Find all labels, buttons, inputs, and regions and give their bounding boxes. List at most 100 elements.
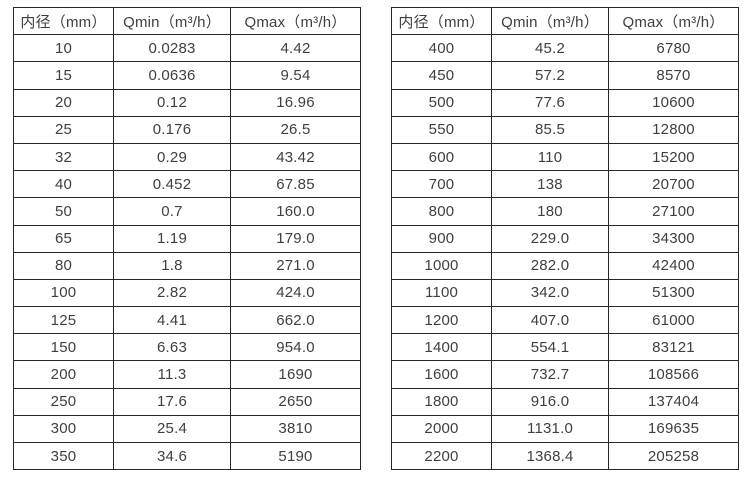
table-row: 900 229.0 34300 bbox=[391, 224, 739, 253]
header-row: 内径（mm） Qmin（m³/h） Qmax（m³/h） bbox=[13, 6, 361, 36]
qmin-cell: 1.19 bbox=[113, 224, 231, 253]
table-row: 200 11.3 1690 bbox=[13, 360, 361, 389]
qmax-cell: 2650 bbox=[230, 387, 361, 416]
diameter-cell: 40 bbox=[13, 170, 114, 199]
qmax-cell: 26.5 bbox=[230, 115, 361, 144]
table-row: 250 17.6 2650 bbox=[13, 387, 361, 416]
qmin-cell: 45.2 bbox=[491, 34, 609, 63]
diameter-cell: 250 bbox=[13, 387, 114, 416]
flow-table-large-diameters: 内径（mm） Qmin（m³/h） Qmax（m³/h） 400 45.2 6780 450… bbox=[391, 6, 739, 471]
diameter-cell: 1000 bbox=[391, 251, 492, 280]
flow-rate-tables: 内径（mm） Qmin（m³/h） Qmax（m³/h） 10 0.0283 4.42 15… bbox=[13, 6, 739, 471]
table-row: 32 0.29 43.42 bbox=[13, 142, 361, 172]
diameter-cell: 550 bbox=[391, 115, 492, 144]
qmin-cell: 732.7 bbox=[491, 360, 609, 389]
table-row: 15 0.0636 9.54 bbox=[13, 61, 361, 90]
diameter-cell: 25 bbox=[13, 115, 114, 144]
diameter-cell: 50 bbox=[13, 197, 114, 226]
diameter-cell: 1800 bbox=[391, 387, 492, 416]
qmin-cell: 0.0636 bbox=[113, 61, 231, 90]
qmax-cell: 83121 bbox=[608, 333, 739, 362]
qmin-cell: 916.0 bbox=[491, 387, 609, 416]
qmin-cell: 180 bbox=[491, 197, 609, 226]
table-row: 300 25.4 3810 bbox=[13, 414, 361, 444]
qmin-cell: 0.452 bbox=[113, 170, 231, 199]
qmax-cell: 61000 bbox=[608, 306, 739, 335]
qmax-cell: 12800 bbox=[608, 115, 739, 144]
table-row: 50 0.7 160.0 bbox=[13, 197, 361, 226]
diameter-cell: 300 bbox=[13, 414, 114, 444]
diameter-cell: 450 bbox=[391, 61, 492, 90]
table-row: 2000 1131.0 169635 bbox=[391, 414, 739, 444]
qmin-cell: 0.176 bbox=[113, 115, 231, 144]
diameter-cell: 1200 bbox=[391, 306, 492, 335]
qmin-cell: 1131.0 bbox=[491, 414, 609, 444]
diameter-cell: 65 bbox=[13, 224, 114, 253]
qmax-cell: 169635 bbox=[608, 414, 739, 444]
diameter-cell: 10 bbox=[13, 34, 114, 63]
qmin-cell: 2.82 bbox=[113, 278, 231, 308]
qmax-cell: 662.0 bbox=[230, 306, 361, 335]
qmax-cell: 51300 bbox=[608, 278, 739, 308]
qmin-cell: 0.12 bbox=[113, 88, 231, 117]
table-row: 40 0.452 67.85 bbox=[13, 170, 361, 199]
qmin-cell: 110 bbox=[491, 142, 609, 172]
qmax-cell: 205258 bbox=[608, 441, 739, 471]
table-row: 400 45.2 6780 bbox=[391, 34, 739, 63]
diameter-cell: 1400 bbox=[391, 333, 492, 362]
qmin-cell: 11.3 bbox=[113, 360, 231, 389]
qmax-cell: 34300 bbox=[608, 224, 739, 253]
column-header-qmax: Qmax（m³/h） bbox=[230, 6, 361, 36]
table-row: 1800 916.0 137404 bbox=[391, 387, 739, 416]
qmin-cell: 342.0 bbox=[491, 278, 609, 308]
diameter-cell: 700 bbox=[391, 170, 492, 199]
flow-table-small-diameters: 内径（mm） Qmin（m³/h） Qmax（m³/h） 10 0.0283 4.42 15… bbox=[13, 6, 361, 471]
diameter-cell: 20 bbox=[13, 88, 114, 117]
table-row: 550 85.5 12800 bbox=[391, 115, 739, 144]
qmin-cell: 25.4 bbox=[113, 414, 231, 444]
qmax-cell: 27100 bbox=[608, 197, 739, 226]
table-row: 80 1.8 271.0 bbox=[13, 251, 361, 280]
qmax-cell: 954.0 bbox=[230, 333, 361, 362]
table-row: 1200 407.0 61000 bbox=[391, 306, 739, 335]
qmax-cell: 5190 bbox=[230, 441, 361, 471]
qmax-cell: 42400 bbox=[608, 251, 739, 280]
table-row: 125 4.41 662.0 bbox=[13, 306, 361, 335]
table-row: 450 57.2 8570 bbox=[391, 61, 739, 90]
qmin-cell: 1.8 bbox=[113, 251, 231, 280]
table-row: 25 0.176 26.5 bbox=[13, 115, 361, 144]
qmax-cell: 3810 bbox=[230, 414, 361, 444]
diameter-cell: 100 bbox=[13, 278, 114, 308]
diameter-cell: 2000 bbox=[391, 414, 492, 444]
diameter-cell: 32 bbox=[13, 142, 114, 172]
column-header-qmin: Qmin（m³/h） bbox=[113, 6, 231, 36]
qmin-cell: 85.5 bbox=[491, 115, 609, 144]
qmax-cell: 108566 bbox=[608, 360, 739, 389]
diameter-cell: 1600 bbox=[391, 360, 492, 389]
diameter-cell: 200 bbox=[13, 360, 114, 389]
qmin-cell: 17.6 bbox=[113, 387, 231, 416]
qmax-cell: 15200 bbox=[608, 142, 739, 172]
diameter-cell: 1100 bbox=[391, 278, 492, 308]
diameter-cell: 500 bbox=[391, 88, 492, 117]
qmin-cell: 407.0 bbox=[491, 306, 609, 335]
qmin-cell: 0.29 bbox=[113, 142, 231, 172]
qmax-cell: 10600 bbox=[608, 88, 739, 117]
table-row: 65 1.19 179.0 bbox=[13, 224, 361, 253]
qmin-cell: 282.0 bbox=[491, 251, 609, 280]
table-row: 10 0.0283 4.42 bbox=[13, 34, 361, 63]
diameter-cell: 900 bbox=[391, 224, 492, 253]
column-header-diameter: 内径（mm） bbox=[391, 6, 492, 36]
table-row: 1100 342.0 51300 bbox=[391, 278, 739, 308]
table-row: 20 0.12 16.96 bbox=[13, 88, 361, 117]
diameter-cell: 400 bbox=[391, 34, 492, 63]
qmax-cell: 16.96 bbox=[230, 88, 361, 117]
table-row: 1000 282.0 42400 bbox=[391, 251, 739, 280]
qmax-cell: 137404 bbox=[608, 387, 739, 416]
table-row: 100 2.82 424.0 bbox=[13, 278, 361, 308]
diameter-cell: 600 bbox=[391, 142, 492, 172]
qmax-cell: 9.54 bbox=[230, 61, 361, 90]
table-row: 150 6.63 954.0 bbox=[13, 333, 361, 362]
table-row: 500 77.6 10600 bbox=[391, 88, 739, 117]
qmax-cell: 4.42 bbox=[230, 34, 361, 63]
